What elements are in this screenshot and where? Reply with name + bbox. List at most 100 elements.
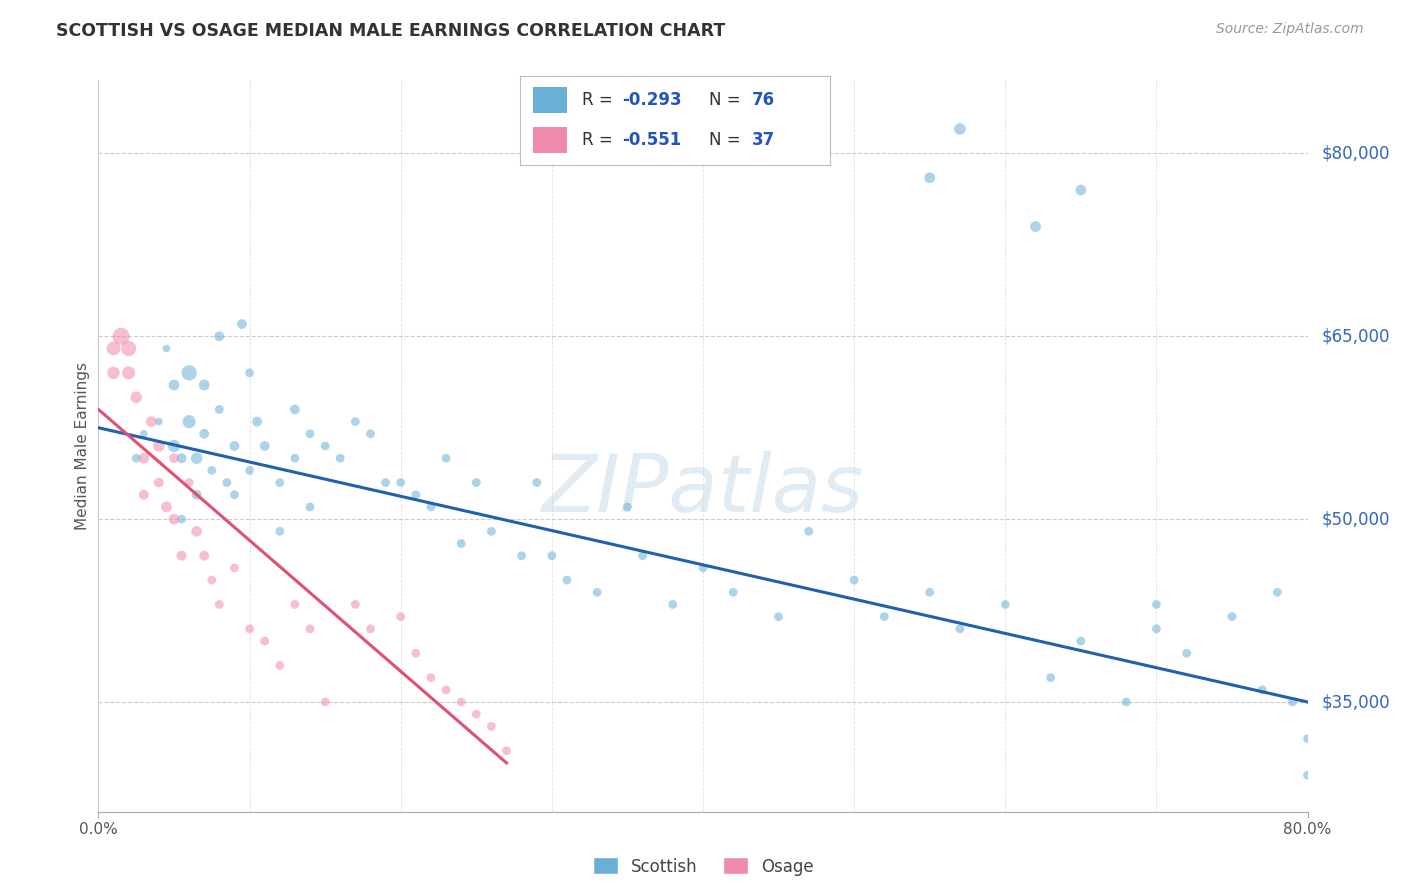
Point (434, 682, 457, 697)
Point (450, 536, 472, 550)
Bar (533, 127, 567, 153)
Text: R =: R = (582, 91, 619, 109)
Point (155, 500, 177, 514)
Point (269, 524, 291, 539)
Point (253, 634, 276, 648)
Point (208, 598, 231, 612)
Point (360, 426, 382, 441)
Text: 76: 76 (752, 91, 775, 109)
Point (208, 402, 231, 417)
Point (141, 415, 163, 429)
Text: SCOTTISH VS OSAGE MEDIAN MALE EARNINGS CORRELATION CHART: SCOTTISH VS OSAGE MEDIAN MALE EARNINGS C… (56, 22, 725, 40)
Point (193, 426, 215, 441)
Point (450, 695, 472, 709)
Point (918, 170, 941, 185)
Point (299, 622, 322, 636)
Point (844, 573, 866, 587)
Point (949, 122, 972, 136)
Point (510, 549, 533, 563)
Point (374, 475, 396, 490)
Point (110, 329, 132, 343)
Point (215, 475, 238, 490)
Point (132, 488, 155, 502)
Point (481, 524, 503, 539)
Point (186, 524, 208, 539)
Point (1265, 585, 1288, 599)
Point (103, 342, 125, 356)
Point (163, 378, 186, 392)
Text: N =: N = (709, 131, 745, 149)
Point (231, 317, 253, 331)
Point (239, 366, 262, 380)
Point (163, 451, 186, 466)
Point (224, 561, 246, 575)
Point (201, 463, 224, 477)
Point (1144, 598, 1167, 612)
Point (389, 609, 412, 624)
Bar (533, 87, 567, 113)
Text: $65,000: $65,000 (1322, 327, 1391, 345)
Point (284, 598, 307, 612)
Point (170, 512, 193, 526)
Legend: Scottish, Osage: Scottish, Osage (585, 849, 821, 884)
Point (224, 439, 246, 453)
Point (434, 451, 457, 466)
Y-axis label: Median Male Earnings: Median Male Earnings (75, 362, 90, 530)
Point (103, 366, 125, 380)
Point (949, 622, 972, 636)
Point (344, 598, 367, 612)
Point (148, 475, 170, 490)
Point (1144, 622, 1167, 636)
Point (299, 426, 322, 441)
Point (177, 475, 201, 490)
Point (1070, 183, 1092, 197)
Point (269, 475, 291, 490)
Point (586, 585, 609, 599)
Point (405, 646, 427, 660)
Point (224, 488, 246, 502)
Text: ZIPatlas: ZIPatlas (541, 450, 865, 529)
Point (269, 658, 291, 673)
Point (193, 549, 215, 563)
Text: -0.551: -0.551 (623, 131, 682, 149)
Point (118, 342, 141, 356)
Point (1296, 768, 1319, 782)
Point (148, 439, 170, 453)
Point (239, 622, 262, 636)
Point (481, 719, 503, 733)
Point (1251, 682, 1274, 697)
Text: -0.293: -0.293 (623, 91, 682, 109)
Text: R =: R = (582, 131, 619, 149)
Point (465, 707, 488, 722)
Point (246, 415, 269, 429)
Point (661, 598, 683, 612)
Point (389, 475, 412, 490)
Point (873, 609, 896, 624)
Point (631, 549, 654, 563)
Point (1039, 671, 1062, 685)
Point (155, 342, 177, 356)
Text: Source: ZipAtlas.com: Source: ZipAtlas.com (1216, 22, 1364, 37)
Text: N =: N = (709, 91, 745, 109)
Point (1024, 219, 1046, 234)
Point (526, 475, 548, 490)
Text: $80,000: $80,000 (1322, 145, 1391, 162)
Point (299, 500, 322, 514)
Point (314, 695, 336, 709)
Point (163, 512, 186, 526)
Point (132, 451, 155, 466)
Point (148, 415, 170, 429)
Text: $50,000: $50,000 (1322, 510, 1391, 528)
Point (540, 549, 562, 563)
Point (177, 366, 201, 380)
Point (555, 573, 578, 587)
Point (132, 426, 155, 441)
Point (465, 475, 488, 490)
Point (419, 671, 441, 685)
Point (170, 451, 193, 466)
Point (186, 488, 208, 502)
Point (201, 573, 224, 587)
Point (125, 451, 148, 466)
Point (721, 585, 744, 599)
Point (163, 439, 186, 453)
